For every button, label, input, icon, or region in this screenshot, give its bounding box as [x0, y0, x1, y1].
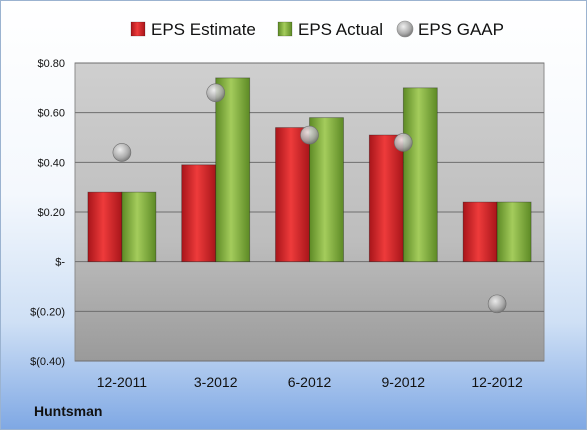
- x-tick-label: 6-2012: [288, 374, 332, 390]
- eps-gaap-point: [393, 133, 413, 152]
- eps-gaap-point: [487, 294, 507, 314]
- eps-gaap-point: [300, 125, 319, 145]
- eps-estimate-bar: [87, 191, 123, 263]
- x-tick-label: 3-2012: [194, 374, 238, 390]
- eps-estimate-bar: [181, 164, 217, 263]
- legend-label: EPS GAAP: [418, 20, 504, 39]
- eps-gaap-point: [206, 83, 225, 103]
- legend-swatch-gaap: [396, 20, 414, 38]
- legend-swatch-actual: [277, 21, 293, 37]
- legend-label: EPS Actual: [298, 20, 383, 39]
- x-tick-label: 12-2012: [471, 374, 523, 390]
- eps-estimate-bar: [462, 201, 498, 263]
- y-tick-label: $0.80: [37, 58, 65, 70]
- eps-gaap-point: [112, 143, 132, 162]
- eps-estimate-bar: [275, 127, 310, 263]
- y-tick-label: $0.40: [37, 157, 65, 169]
- eps-actual-bar: [215, 77, 251, 263]
- eps-actual-bar: [402, 87, 438, 263]
- eps-estimate-bar: [368, 134, 404, 263]
- legend-swatch-estimate: [130, 21, 146, 37]
- eps-actual-bar: [121, 191, 157, 263]
- x-tick-label: 9-2012: [382, 374, 426, 390]
- company-label: Huntsman: [34, 403, 103, 419]
- y-tick-label: $0.60: [37, 108, 65, 120]
- legend-label: EPS Estimate: [151, 20, 256, 39]
- eps-actual-bar: [496, 201, 532, 263]
- y-tick-label: $-: [55, 257, 65, 269]
- y-tick-label: $(0.40): [30, 356, 65, 368]
- y-tick-label: $0.20: [37, 207, 65, 219]
- x-tick-label: 12-2011: [97, 374, 148, 390]
- y-tick-label: $(0.20): [30, 306, 65, 318]
